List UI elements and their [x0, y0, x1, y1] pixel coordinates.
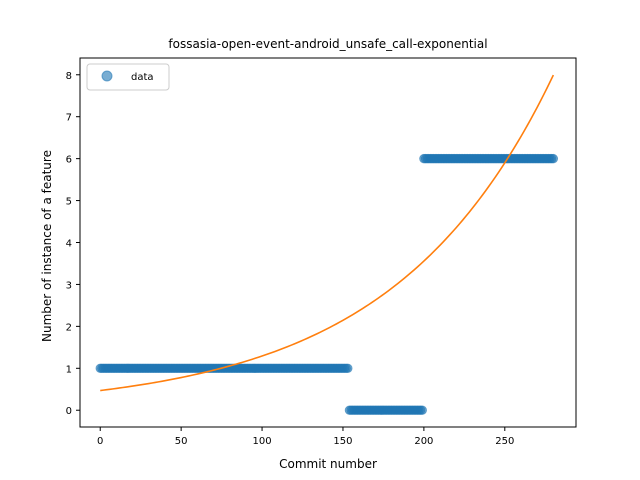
y-axis-label: Number of instance of a feature: [40, 150, 54, 342]
data-point: [417, 405, 427, 415]
y-tick-label: 5: [66, 197, 72, 208]
x-tick-label: 250: [495, 436, 514, 447]
plot-frame: [79, 57, 577, 428]
y-tick-label: 7: [66, 113, 72, 124]
data-point: [548, 153, 559, 164]
x-tick-label: 200: [414, 436, 433, 447]
y-tick-label: 6: [66, 155, 72, 166]
y-tick-label: 2: [66, 322, 72, 333]
y-tick-label: 3: [66, 280, 72, 291]
x-axis: 0 50 100 150 200 250: [97, 427, 514, 447]
x-axis-label: Commit number: [279, 457, 377, 471]
exponential-fit-line: [100, 74, 555, 392]
x-tick-label: 100: [253, 436, 272, 447]
x-tick-label: 150: [333, 436, 352, 447]
chart-title: fossasia-open-event-android_unsafe_call-…: [168, 37, 487, 51]
y-tick-label: 1: [66, 364, 72, 375]
x-tick-label: 50: [175, 436, 188, 447]
legend-box: [86, 63, 170, 91]
y-tick-label: 0: [66, 406, 72, 417]
legend-marker-data: [101, 70, 113, 82]
y-axis: 0 1 2 3 4 5 6 7 8: [66, 71, 80, 417]
legend-label-data: data: [131, 72, 154, 83]
legend: data: [86, 63, 170, 91]
plot-area: [95, 74, 559, 415]
y-tick-label: 8: [66, 71, 72, 82]
y-tick-label: 4: [66, 239, 72, 250]
x-tick-label: 0: [97, 436, 103, 447]
data-point: [343, 363, 353, 373]
